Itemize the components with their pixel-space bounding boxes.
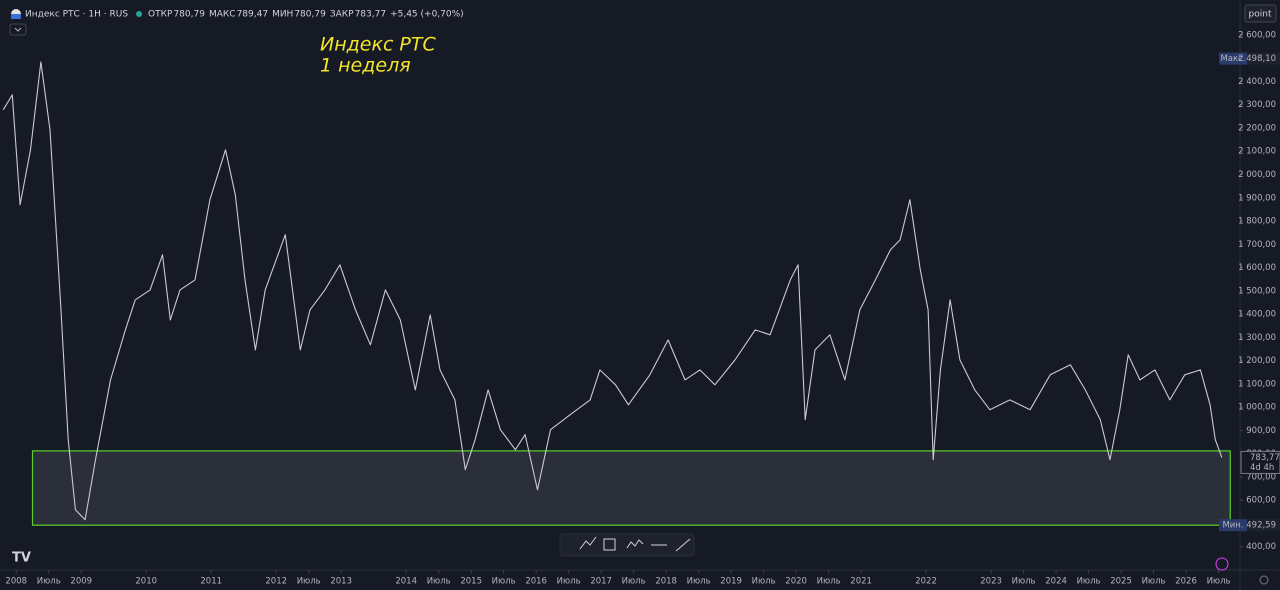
y-tick-label: 1 300,00: [1238, 333, 1276, 343]
x-tick-label: 2012: [265, 577, 287, 587]
y-tick-label: 400,00: [1246, 542, 1276, 552]
marker-value-bg: [1247, 519, 1280, 532]
header-text: 780,79: [294, 10, 326, 20]
y-tick-label: 600,00: [1246, 496, 1276, 506]
x-tick-label: 2010: [135, 577, 157, 587]
header-text: ЗАКР: [330, 10, 354, 20]
y-tick-label: 2 000,00: [1238, 170, 1276, 180]
last-price: 783,77: [1250, 453, 1280, 463]
header-text: Индекс РТС · 1H · RUS: [25, 10, 128, 20]
marker-value: 2 498,10: [1238, 54, 1276, 64]
x-tick-label: 2015: [460, 577, 482, 587]
header-text: 789,47: [237, 10, 269, 20]
marker-tag-bg: [1219, 519, 1247, 532]
y-tick-label: 1 900,00: [1238, 193, 1276, 203]
y-tick-label: 1 600,00: [1238, 263, 1276, 273]
tool-icon[interactable]: [603, 538, 616, 551]
drawing-toolbar: [559, 533, 695, 557]
status-dot: [136, 11, 143, 17]
header-text: 783,77: [355, 10, 387, 20]
toolbar: [559, 533, 695, 557]
x-tick-label: Июль: [817, 577, 841, 587]
y-tick-label: 1 800,00: [1238, 217, 1276, 227]
y-tick-label: 1 200,00: [1238, 356, 1276, 366]
header-text: МИН: [272, 10, 293, 20]
x-tick-label: 2016: [525, 577, 547, 587]
x-tick-label: Июль: [297, 577, 321, 587]
tool-icon[interactable]: [675, 538, 691, 552]
y-tick-label: 700,00: [1246, 472, 1276, 482]
last-price-bg: [1240, 450, 1280, 474]
marker-tag: Макс.: [1220, 54, 1245, 64]
settings-icon[interactable]: [1259, 575, 1269, 585]
marker-value-bg: [1247, 52, 1280, 65]
x-tick-label: Июль: [687, 577, 711, 587]
x-tick-label: Июль: [1207, 577, 1231, 587]
collapse-icon: [14, 27, 22, 32]
x-tick-label: Июль: [37, 577, 61, 587]
y-tick-label: 2 600,00: [1238, 30, 1276, 40]
header-text: МАКС: [209, 10, 236, 20]
x-tick-label: 2008: [5, 577, 27, 587]
x-tick-label: Июль: [622, 577, 646, 587]
header-text: ОТКР: [148, 10, 173, 20]
marker-value: 492,59: [1246, 521, 1276, 531]
y-tick-label: 1 400,00: [1238, 310, 1276, 320]
alert-icon[interactable]: [1215, 557, 1229, 571]
x-tick-label: 2019: [720, 577, 742, 587]
x-tick-label: Июль: [557, 577, 581, 587]
annotation: Индекс РТС: [320, 34, 436, 56]
header-text: 780,79: [173, 10, 205, 20]
x-tick-label: 2009: [70, 577, 92, 587]
x-tick-label: 2017: [590, 577, 612, 587]
x-tick-label: Июль: [1012, 577, 1036, 587]
y-tick-label: 1 100,00: [1238, 379, 1276, 389]
price-line: [2, 61, 1223, 521]
support-zone: [31, 450, 1231, 526]
y-tick-label: 2 300,00: [1238, 100, 1276, 110]
countdown: 4d 4h: [1250, 463, 1274, 473]
x-tick-label: 2022: [915, 577, 937, 587]
x-tick-label: 2026: [1175, 577, 1197, 587]
header-text: +5,45 (+0,70%): [390, 10, 464, 20]
logo: 𝗧𝗩: [12, 551, 31, 566]
x-tick-label: 2011: [200, 577, 222, 587]
marker-tag-bg: [1219, 52, 1247, 65]
x-tick-label: Июль: [427, 577, 451, 587]
annotation: 1 неделя: [320, 55, 411, 77]
x-tick-label: 2014: [395, 577, 417, 587]
y-tick-label: 900,00: [1246, 426, 1276, 436]
tool-icon[interactable]: [626, 539, 644, 549]
y-tick-label: 1 700,00: [1238, 240, 1276, 250]
x-tick-label: Июль: [1142, 577, 1166, 587]
x-tick-label: 2025: [1110, 577, 1132, 587]
toolbar-button[interactable]: [1244, 4, 1277, 23]
tool-icon[interactable]: [579, 536, 597, 550]
y-tick-label: 1 500,00: [1238, 286, 1276, 296]
x-tick-label: 2021: [850, 577, 872, 587]
x-tick-label: Июль: [492, 577, 516, 587]
y-tick-label: 1 000,00: [1238, 403, 1276, 413]
marker-tag: Мин.: [1222, 521, 1243, 531]
y-tick-label: 2 400,00: [1238, 77, 1276, 87]
flag-icon: [11, 14, 21, 19]
x-tick-label: 2013: [330, 577, 352, 587]
x-tick-label: Июль: [752, 577, 776, 587]
y-tick-label: 2 200,00: [1238, 123, 1276, 133]
x-tick-label: 2023: [980, 577, 1002, 587]
x-tick-label: Июль: [1077, 577, 1101, 587]
collapse-button[interactable]: [9, 23, 27, 36]
x-tick-label: 2024: [1045, 577, 1067, 587]
y-tick-label: 2 100,00: [1238, 147, 1276, 157]
x-tick-label: 2018: [655, 577, 677, 587]
x-tick-label: 2020: [785, 577, 807, 587]
button-label: point: [1249, 10, 1272, 20]
